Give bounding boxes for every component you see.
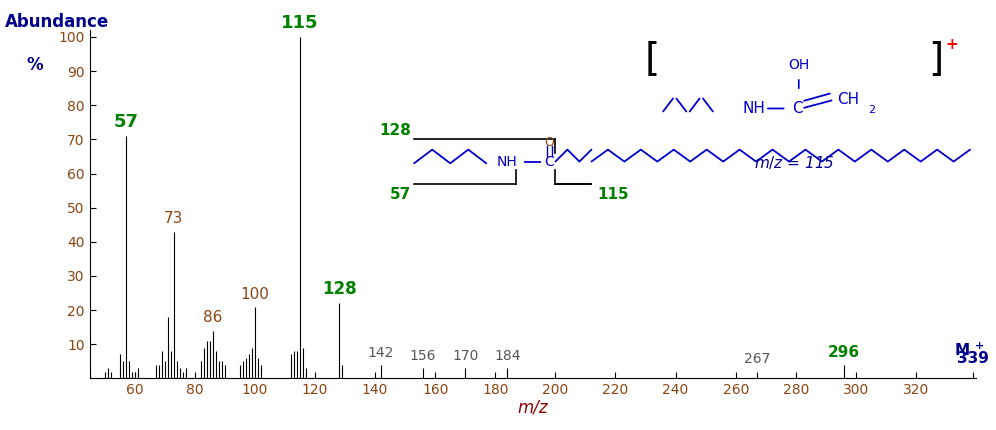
Text: 267: 267: [744, 353, 770, 366]
Text: %: %: [27, 56, 44, 74]
Text: 2: 2: [868, 105, 875, 115]
Text: O: O: [545, 136, 555, 149]
X-axis label: m/z: m/z: [518, 399, 548, 417]
Text: 128: 128: [322, 280, 357, 298]
Text: NH: NH: [497, 154, 518, 169]
Text: +: +: [945, 37, 958, 52]
Text: 115: 115: [281, 14, 319, 32]
Text: NH: NH: [742, 101, 765, 116]
Text: 57: 57: [114, 113, 138, 131]
Text: +: +: [974, 341, 984, 351]
Text: ]: ]: [928, 40, 944, 79]
Text: C: C: [545, 154, 554, 169]
Text: 57: 57: [389, 187, 411, 202]
Text: $m/z$ = 115: $m/z$ = 115: [754, 154, 835, 171]
Text: 156: 156: [410, 349, 436, 363]
Text: 100: 100: [240, 286, 269, 301]
Text: 142: 142: [368, 346, 394, 359]
Text: [: [: [644, 40, 660, 79]
Text: C: C: [792, 101, 803, 116]
Text: M: M: [955, 343, 970, 358]
Text: CH: CH: [837, 92, 859, 107]
Text: OH: OH: [788, 58, 810, 72]
Text: 115: 115: [598, 187, 629, 202]
Text: 128: 128: [379, 123, 411, 138]
Text: 170: 170: [452, 349, 478, 363]
Text: 184: 184: [494, 349, 521, 363]
Text: Abundance: Abundance: [5, 13, 110, 31]
Text: 73: 73: [164, 212, 183, 227]
Text: 296: 296: [828, 344, 860, 359]
Text: 86: 86: [203, 310, 222, 326]
Text: 339: 339: [957, 351, 989, 366]
